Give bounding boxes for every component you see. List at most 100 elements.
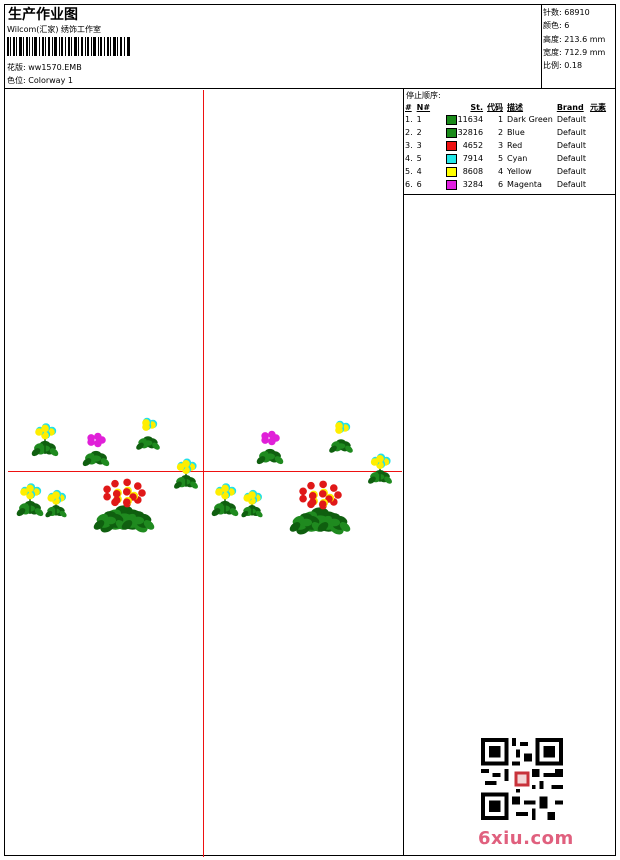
stitch-count: 32816 — [457, 128, 484, 137]
col-code: 代码 — [487, 103, 504, 112]
leaf-shape — [256, 456, 266, 465]
stitch-count: 3284 — [462, 180, 484, 189]
width-row: 宽度: 712.9 mm — [543, 46, 605, 59]
leaf-shape — [368, 476, 376, 484]
row-brand: Default — [556, 154, 587, 163]
leaf-shape — [190, 481, 198, 489]
flower-petal — [112, 490, 121, 498]
colors-value: 6 — [564, 21, 570, 31]
scale-row: 比例: 0.18 — [543, 59, 605, 72]
embroidery-design-preview — [16, 417, 392, 535]
flower-petal — [87, 434, 95, 442]
leaf-shape — [121, 520, 133, 530]
row-brand: Default — [556, 128, 587, 137]
col-description: 描述 — [507, 103, 524, 112]
leaf-shape — [103, 516, 117, 525]
leaf-shape — [384, 476, 392, 484]
row-needle: 5 — [416, 154, 422, 163]
color-swatch — [446, 127, 458, 138]
color-swatch — [446, 166, 458, 177]
flower-petal — [122, 498, 131, 506]
leaf-shape — [229, 508, 239, 517]
leaf-shape — [34, 508, 44, 517]
color-sequence-row: 5. 4 8608 4 Yellow Default — [403, 165, 608, 178]
leaf-shape — [91, 455, 101, 462]
stop-sequence-label: 停止顺序: — [406, 91, 441, 100]
flower-petal — [182, 459, 190, 468]
width-label: 宽度: — [543, 47, 562, 57]
leaf-shape — [339, 522, 351, 532]
row-element — [588, 165, 608, 178]
flower-petal — [41, 424, 49, 433]
flower-petal — [35, 428, 43, 436]
color-swatch — [446, 153, 458, 164]
leaf-shape — [255, 510, 263, 518]
leaf-shape — [143, 520, 155, 530]
flower-petal — [215, 488, 223, 496]
flower-petal — [318, 490, 327, 498]
color-sequence-row: 6. 6 3284 6 Magenta Default — [403, 178, 608, 191]
flower-petal — [138, 489, 146, 497]
flower-petal — [248, 491, 256, 499]
row-brand: Default — [556, 115, 587, 124]
row-stitches: 4652 — [444, 139, 485, 152]
leaf-shape — [59, 510, 67, 518]
row-element — [588, 178, 608, 191]
stitches-row: 针数: 68910 — [543, 6, 605, 19]
flower-petal — [94, 432, 102, 441]
flower-petal — [307, 481, 315, 490]
stitches-value: 68910 — [564, 8, 590, 17]
leaf-shape — [336, 443, 346, 449]
panel-divider — [403, 88, 404, 856]
row-description: Yellow — [507, 167, 532, 176]
specs-divider — [541, 4, 542, 88]
row-code: 4 — [497, 167, 504, 176]
table-bottom-line — [403, 194, 616, 195]
flower-petal — [52, 491, 60, 499]
row-code: 2 — [497, 128, 504, 137]
flower-petal — [308, 492, 317, 500]
row-code: 5 — [497, 154, 504, 163]
flower-petal — [299, 494, 307, 503]
col-index: # — [405, 103, 412, 112]
color-sequence-row: 2. 2 32816 2 Blue Default — [403, 126, 608, 139]
color-sequence-row: 4. 5 7914 5 Cyan Default — [403, 152, 608, 165]
leaf-shape — [289, 522, 301, 532]
flower-petal — [268, 437, 276, 446]
center-guide-vertical — [203, 90, 204, 857]
col-stitches: St. — [470, 103, 484, 112]
stitch-count: 8608 — [462, 167, 484, 176]
row-description: Cyan — [507, 154, 528, 163]
color-swatch — [446, 140, 458, 151]
flower-petal — [329, 484, 338, 492]
flower-petal — [103, 485, 111, 494]
row-description: Dark Green — [507, 115, 553, 124]
flower-petal — [111, 479, 119, 488]
flower-petal — [103, 492, 111, 501]
stitch-count: 4652 — [462, 141, 484, 150]
page-frame — [4, 4, 616, 856]
table-header-row: # N# St. 代码 描述 Brand 元素 — [403, 102, 608, 113]
flower-petal — [308, 498, 317, 506]
scale-value: 0.18 — [564, 61, 583, 71]
flower-petal — [319, 480, 327, 489]
row-brand: Default — [556, 180, 587, 189]
stitches-label: 针数: — [543, 8, 562, 17]
row-brand: Default — [556, 167, 587, 176]
color-sequence-row: 1. 1 11634 1 Dark Green Default — [403, 113, 608, 126]
row-element — [588, 126, 608, 139]
row-brand: Default — [556, 141, 587, 150]
row-stitches: 3284 — [444, 178, 485, 191]
row-needle: 2 — [416, 128, 422, 137]
flower-petal — [334, 491, 342, 499]
flower-petal — [142, 419, 150, 427]
flower-petal — [26, 484, 34, 493]
height-row: 高度: 213.6 mm — [543, 33, 605, 46]
row-needle: 3 — [416, 141, 422, 150]
flower-petal — [123, 478, 131, 487]
width-value: 712.9 mm — [564, 47, 606, 57]
colorway-label: 色位: — [7, 76, 26, 85]
row-index: 3. — [405, 141, 413, 150]
row-index: 1. — [405, 115, 413, 124]
col-needle: N# — [416, 103, 431, 112]
